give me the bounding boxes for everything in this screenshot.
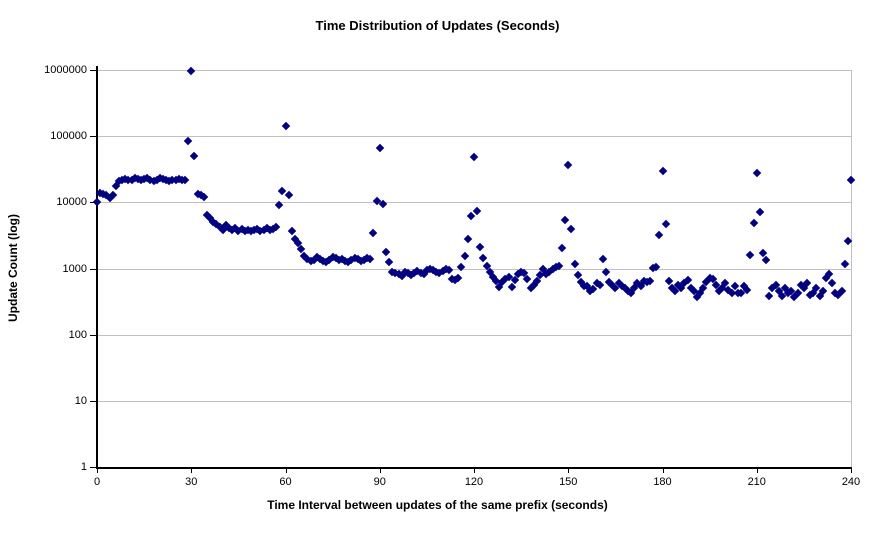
data-point xyxy=(749,219,758,228)
data-point xyxy=(476,242,485,252)
y-tick-label: 100000 xyxy=(50,130,87,143)
data-point xyxy=(183,136,193,146)
x-axis-tick xyxy=(474,469,475,473)
y-tick-label: 10000 xyxy=(56,196,87,209)
x-tick-label: 240 xyxy=(841,476,861,488)
x-tick-label: 90 xyxy=(373,476,386,488)
y-tick-label: 1000 xyxy=(62,262,87,275)
y-tick-label: 1000000 xyxy=(44,64,87,76)
data-point xyxy=(378,199,388,209)
x-axis-tick xyxy=(285,469,287,473)
data-point xyxy=(564,160,573,169)
data-point xyxy=(466,211,476,221)
data-point xyxy=(661,219,670,229)
x-tick-label: 0 xyxy=(93,476,101,488)
y-axis-tick xyxy=(90,70,96,71)
data-point xyxy=(755,207,765,217)
data-point xyxy=(765,292,774,301)
x-axis-tick xyxy=(756,469,758,473)
y-axis-tick xyxy=(90,136,96,138)
y-gridline xyxy=(97,136,851,138)
x-tick-label: 180 xyxy=(653,476,672,488)
y-axis-tick xyxy=(90,268,96,270)
data-point xyxy=(567,224,576,233)
y-axis-line xyxy=(96,66,98,467)
x-tick-label: 60 xyxy=(279,476,292,488)
x-tick-label: 150 xyxy=(559,476,578,488)
x-axis-tick xyxy=(379,469,381,473)
x-axis-tick xyxy=(191,469,193,473)
data-point xyxy=(655,230,664,240)
x-axis-tick xyxy=(97,469,98,473)
y-axis-tick xyxy=(90,400,96,402)
data-point xyxy=(281,122,290,131)
data-point xyxy=(381,247,391,256)
data-point xyxy=(827,278,837,288)
data-point xyxy=(284,190,293,200)
y-tick-label: 100 xyxy=(68,328,87,341)
x-axis-tick xyxy=(662,469,664,473)
y-gridline xyxy=(97,334,851,336)
y-gridline xyxy=(97,202,851,204)
data-point xyxy=(384,257,394,267)
x-tick-label: 120 xyxy=(464,476,484,488)
y-tick-label: 1 xyxy=(80,461,87,473)
data-point xyxy=(557,243,567,252)
x-axis-line xyxy=(96,467,852,469)
data-point xyxy=(460,251,469,261)
data-point xyxy=(598,254,608,264)
data-point xyxy=(369,228,378,237)
y-tick-label: 10 xyxy=(74,394,87,407)
data-point xyxy=(560,215,570,224)
y-axis-tick xyxy=(90,467,96,468)
data-point xyxy=(570,260,579,269)
data-point xyxy=(761,255,771,265)
x-tick-label: 210 xyxy=(747,476,766,488)
data-point xyxy=(469,153,479,162)
x-axis-title: Time Interval between updates of the sam… xyxy=(267,498,608,512)
data-point xyxy=(846,175,856,184)
y-gridline xyxy=(97,400,851,402)
data-point xyxy=(463,234,472,244)
data-point xyxy=(840,260,849,269)
data-point xyxy=(746,250,755,260)
data-point xyxy=(658,166,667,175)
x-axis-tick xyxy=(568,469,570,473)
plot-right-border xyxy=(851,70,852,467)
y-gridline xyxy=(97,70,851,71)
data-point xyxy=(523,274,532,284)
data-point xyxy=(92,198,102,207)
data-point xyxy=(457,262,466,272)
data-point xyxy=(375,143,384,153)
y-axis-tick xyxy=(90,334,96,336)
y-gridline xyxy=(97,268,851,270)
data-point xyxy=(187,67,196,76)
x-axis-tick xyxy=(851,469,852,473)
chart-title: Time Distribution of Updates (Seconds) xyxy=(315,18,560,33)
data-point xyxy=(752,168,761,177)
x-tick-label: 30 xyxy=(185,476,198,488)
data-point xyxy=(190,151,199,161)
data-point xyxy=(743,285,752,294)
